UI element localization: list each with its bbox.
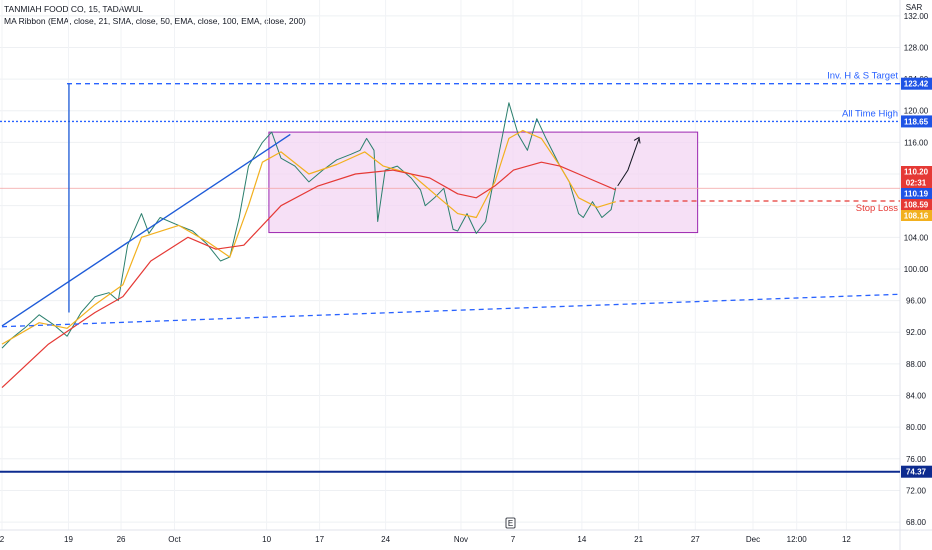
price-tag-bg — [901, 177, 932, 188]
y-tick-label: 116.00 — [904, 138, 928, 147]
earnings-marker — [505, 517, 516, 529]
x-tick-label: 2 — [0, 535, 5, 544]
x-tick-label: Oct — [168, 535, 181, 544]
level-label: Stop Loss — [856, 203, 898, 214]
neckline-dashed — [1, 293, 900, 328]
range-box-rect — [268, 131, 699, 234]
level-label: Inv. H & S Target — [827, 71, 898, 82]
trendlines — [1, 83, 900, 328]
level-tag-bg — [901, 77, 932, 90]
y-tick-label: 72.00 — [906, 486, 927, 495]
y-tick-label: 96.00 — [906, 297, 927, 306]
x-tick-label: 26 — [117, 535, 126, 544]
price-tag-text: 108.59 — [904, 201, 929, 210]
series-line-ema21 — [1, 129, 616, 345]
x-tick-label: 7 — [511, 535, 516, 544]
price-tag-text: 110.20 — [904, 168, 929, 177]
range-box — [268, 131, 699, 234]
y-tick-label: 128.00 — [904, 43, 929, 52]
x-tick-label: 14 — [577, 535, 586, 544]
series-line-price — [1, 102, 617, 349]
level-tag-text: 118.65 — [904, 117, 929, 126]
level-tag-text: 123.42 — [904, 80, 929, 89]
x-tick-label: Dec — [746, 535, 760, 544]
x-tick-label: 10 — [262, 535, 271, 544]
projection-arrow — [617, 138, 640, 187]
x-tick-label: 12:00 — [787, 535, 808, 544]
earnings-marker-text: E — [508, 519, 513, 528]
chart-title: TANMIAH FOOD CO, 15, TADAWUL — [4, 4, 144, 14]
price-tag-text: 110.19 — [904, 190, 929, 199]
indicator-label: MA Ribbon (EMA, close, 21, SMA, close, 5… — [4, 16, 306, 26]
y-tick-label: 120.00 — [904, 107, 929, 116]
price-tag-bg — [901, 210, 932, 221]
price-tag-bg — [901, 199, 932, 210]
y-tick-label: 68.00 — [906, 518, 927, 527]
y-tick-label: 84.00 — [906, 392, 927, 401]
y-tick-label: 92.00 — [906, 328, 927, 337]
y-tick-label: 100.00 — [904, 265, 929, 274]
x-tick-label: 19 — [64, 535, 73, 544]
level-tag-bg — [901, 465, 932, 478]
price-tag-bg — [901, 166, 932, 177]
level-tag-bg — [901, 115, 932, 128]
price-tags: 123.42 118.65 74.37 110.20 02:31 110.19 108.59… — [901, 77, 932, 478]
y-tick-label: 104.00 — [904, 233, 929, 242]
price-tag-text: 108.16 — [904, 212, 929, 221]
y-tick-label: 88.00 — [906, 360, 927, 369]
x-tick-label: 21 — [634, 535, 643, 544]
series-line-ma — [1, 161, 617, 389]
y-tick-label: 76.00 — [906, 455, 927, 464]
x-tick-label: 17 — [315, 535, 324, 544]
footer: E — [505, 517, 516, 529]
x-tick-label: Nov — [454, 535, 468, 544]
rising-trendline — [1, 133, 291, 327]
levels: Inv. H & S Target All Time High Stop Loss — [0, 71, 900, 473]
y-tick-label: 132.00 — [904, 12, 929, 21]
x-tick-label: 27 — [691, 535, 700, 544]
x-tick-label: 12 — [842, 535, 851, 544]
y-tick-label: 80.00 — [906, 423, 927, 432]
x-tick-label: 24 — [381, 535, 390, 544]
price-tag-text: 02:31 — [906, 179, 927, 188]
x-axis: 2 19 26 Oct 10 17 24 Nov 7 14 21 27 Dec 12:00 12 — [0, 535, 851, 544]
currency-label: SAR — [906, 3, 923, 12]
projection-arrow-head — [633, 136, 641, 144]
series — [1, 102, 617, 389]
level-tag-text: 74.37 — [906, 468, 927, 477]
price-tag-bg — [901, 188, 932, 199]
level-label: All Time High — [842, 108, 898, 119]
